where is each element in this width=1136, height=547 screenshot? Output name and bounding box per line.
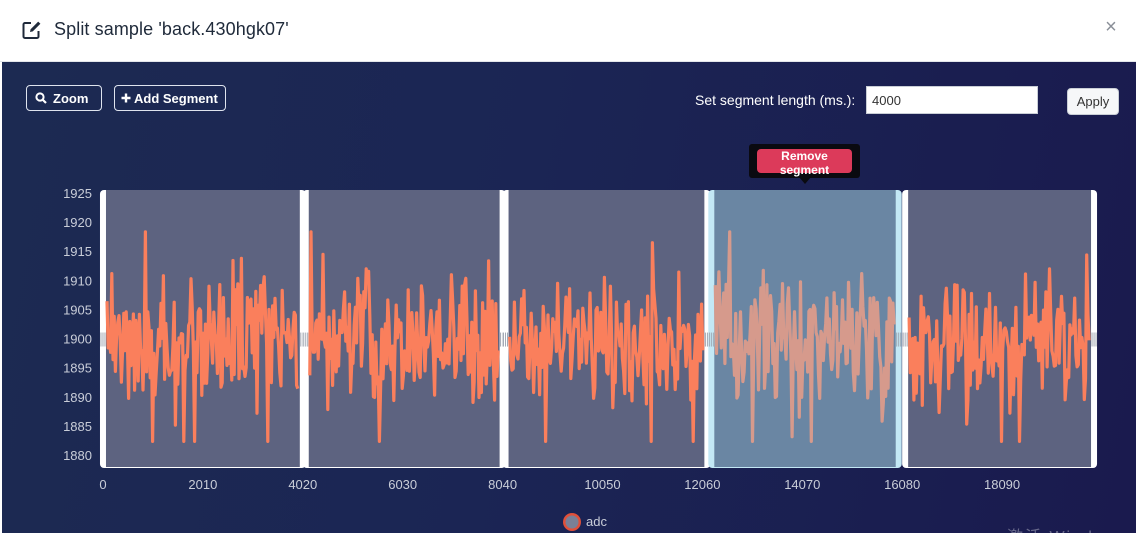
apply-button[interactable]: Apply <box>1067 88 1119 115</box>
segment-right-handle[interactable] <box>1091 332 1097 347</box>
y-tick-label: 1915 <box>63 244 92 259</box>
segment-signal-line <box>508 241 705 443</box>
segment-4[interactable] <box>708 190 902 468</box>
x-tick-label: 14070 <box>784 477 820 492</box>
segment-length-label: Set segment length (ms.): <box>695 92 856 108</box>
x-tick-label: 4020 <box>288 477 317 492</box>
segment-left-handle[interactable] <box>303 332 309 347</box>
chart-legend: adc <box>563 513 607 531</box>
add-segment-label: Add Segment <box>134 90 218 106</box>
legend-item-adc[interactable]: adc <box>563 513 607 531</box>
x-tick-label: 18090 <box>984 477 1020 492</box>
y-axis: 1880 1885 1890 1895 1900 1905 1910 1915 1920 1925 <box>63 186 92 463</box>
segment-signal-line <box>713 230 896 443</box>
y-tick-label: 1885 <box>63 419 92 434</box>
adc-chart: 1880 1885 1890 1895 1900 1905 1910 1915 1920 1925… <box>63 186 1098 531</box>
remove-segment-button[interactable]: Remove segment <box>757 149 852 177</box>
segment-signal-line <box>907 253 1091 443</box>
segment-signal-line <box>308 230 500 443</box>
segment-left-handle[interactable] <box>503 332 509 347</box>
x-tick-label: 0 <box>99 477 106 492</box>
y-tick-label: 1895 <box>63 361 92 376</box>
x-tick-label: 2010 <box>188 477 217 492</box>
segment-signal-line <box>105 230 300 443</box>
close-button[interactable]: × <box>1105 16 1117 38</box>
segment-5[interactable] <box>902 190 1098 468</box>
y-tick-label: 1900 <box>63 332 92 347</box>
dialog-title: Split sample 'back.430hgk07' <box>54 19 289 39</box>
segment-left-handle[interactable] <box>902 332 908 347</box>
x-tick-label: 8040 <box>488 477 517 492</box>
segments-layer <box>99 190 1098 468</box>
y-tick-label: 1920 <box>63 215 92 230</box>
segment-3[interactable] <box>502 190 711 468</box>
zoom-button[interactable]: Zoom <box>26 85 102 111</box>
x-tick-label: 10050 <box>584 477 620 492</box>
edit-icon <box>22 21 41 39</box>
y-tick-label: 1910 <box>63 273 92 288</box>
segment-right-handle[interactable] <box>896 332 902 347</box>
legend-marker <box>565 515 579 529</box>
tooltip-arrow <box>799 177 811 184</box>
x-tick-label: 12060 <box>684 477 720 492</box>
plus-icon <box>121 93 131 103</box>
x-tick-label: 16080 <box>884 477 920 492</box>
segment-left-handle[interactable] <box>100 332 106 347</box>
add-segment-button[interactable]: Add Segment <box>114 85 226 111</box>
zoom-button-label: Zoom <box>53 90 89 106</box>
segment-2[interactable] <box>302 190 506 468</box>
y-tick-label: 1925 <box>63 186 92 201</box>
segment-length-input[interactable] <box>866 86 1038 114</box>
segment-tooltip: Remove segment <box>749 144 860 184</box>
y-tick-label: 1880 <box>63 448 92 463</box>
y-tick-label: 1890 <box>63 390 92 405</box>
segment-1[interactable] <box>99 190 306 468</box>
search-icon <box>35 92 47 104</box>
legend-label: adc <box>586 514 607 529</box>
split-sample-dialog: Split sample 'back.430hgk07' × Zoom Add … <box>0 0 1136 533</box>
dialog-header: Split sample 'back.430hgk07' × <box>0 0 1136 62</box>
x-tick-label: 6030 <box>388 477 417 492</box>
x-axis: 0 2010 4020 6030 8040 10050 12060 14070 16080 180… <box>99 477 1020 492</box>
segment-left-handle[interactable] <box>708 332 714 347</box>
y-tick-label: 1905 <box>63 302 92 317</box>
